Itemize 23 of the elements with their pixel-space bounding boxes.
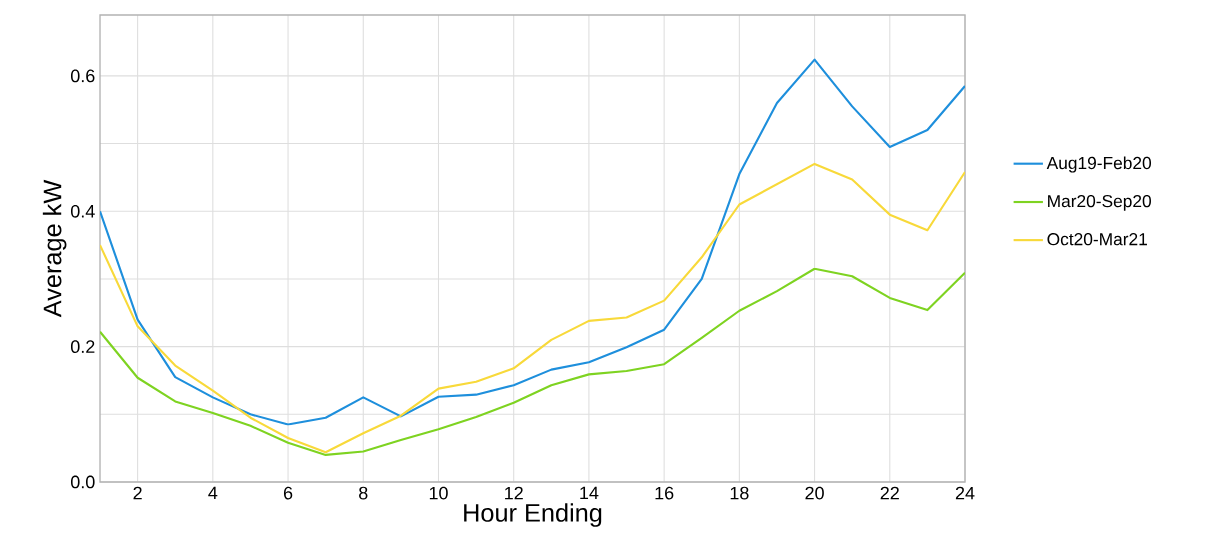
- line-series: [100, 267, 966, 456]
- y-tick-label: 0.4: [70, 204, 95, 218]
- x-tick-label: 2: [133, 486, 142, 500]
- x-tick-label: 12: [505, 486, 523, 500]
- y-tick-label: 0.0: [70, 475, 95, 489]
- legend-label: Aug19-Feb20: [1046, 156, 1152, 173]
- x-tick-label: 18: [730, 486, 749, 500]
- y-tick-label: 0.2: [70, 340, 95, 353]
- x-tick-label: 4: [208, 486, 218, 500]
- x-tick-label: 10: [429, 486, 448, 500]
- y-axis-title: Average kW: [42, 179, 67, 318]
- x-tick-label: 14: [580, 486, 599, 500]
- x-tick-label: 22: [880, 486, 899, 500]
- line-series: [100, 58, 966, 426]
- x-tick-label: 24: [955, 486, 975, 500]
- x-tick-label: 20: [805, 486, 824, 500]
- x-axis-title: Hour Ending: [464, 503, 602, 527]
- x-tick-label: 16: [655, 486, 674, 500]
- y-tick-label: 0.6: [70, 69, 95, 83]
- x-tick-label: 6: [283, 486, 293, 500]
- legend-label: Oct20-Mar21: [1047, 233, 1147, 246]
- legend-label: Mar20-Sep20: [1048, 194, 1151, 211]
- x-tick-label: 8: [359, 486, 368, 500]
